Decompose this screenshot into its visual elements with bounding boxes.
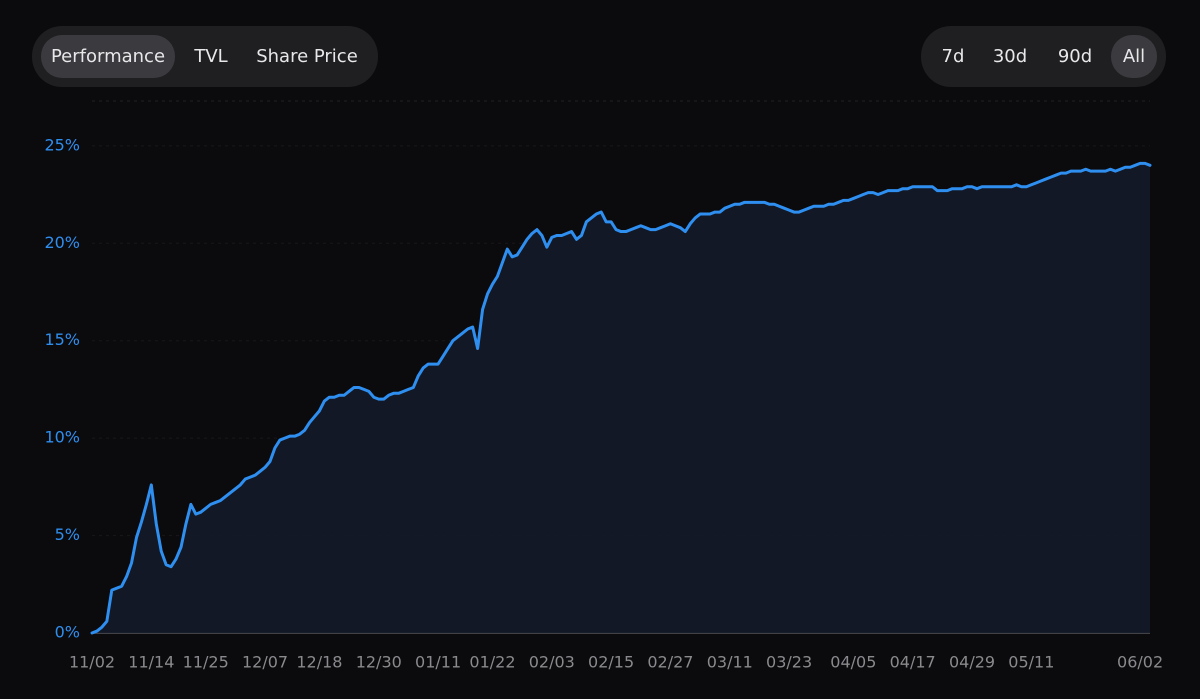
tab[interactable]: 7d (942, 46, 965, 67)
y-tick-label: 10% (44, 428, 80, 447)
x-tick-label: 11/25 (183, 653, 229, 672)
y-tick-label: 25% (44, 135, 80, 154)
x-tick-label: 05/11 (1008, 653, 1054, 672)
x-tick-label: 01/22 (469, 653, 515, 672)
x-tick-label: 11/02 (69, 653, 115, 672)
x-tick-label: 04/29 (949, 653, 995, 672)
tab[interactable]: 90d (1058, 46, 1092, 67)
active-tab-bg (1111, 35, 1157, 78)
x-tick-label: 03/11 (707, 653, 753, 672)
y-tick-label: 20% (44, 233, 80, 252)
tab[interactable]: Share Price (256, 46, 358, 67)
active-tab-bg (41, 35, 175, 78)
y-tick-label: 5% (55, 525, 80, 544)
x-tick-label: 04/05 (830, 653, 876, 672)
x-tick-label: 01/11 (415, 653, 461, 672)
x-tick-label: 03/23 (766, 653, 812, 672)
tab[interactable]: All (1123, 46, 1145, 67)
x-tick-label: 12/07 (242, 653, 288, 672)
x-tick-label: 02/03 (529, 653, 575, 672)
tab[interactable]: Performance (51, 46, 165, 67)
x-tick-label: 12/30 (356, 653, 402, 672)
x-tick-label: 02/27 (647, 653, 693, 672)
tab[interactable]: 30d (993, 46, 1027, 67)
x-tick-label: 11/14 (128, 653, 174, 672)
x-tick-label: 06/02 (1117, 653, 1163, 672)
range-tab-bar (921, 26, 1166, 87)
x-tick-label: 02/15 (588, 653, 634, 672)
x-tick-label: 04/17 (890, 653, 936, 672)
tab[interactable]: TVL (193, 46, 227, 67)
y-tick-label: 0% (55, 623, 80, 642)
area-fill (92, 163, 1150, 634)
line (90, 161, 1152, 635)
x-tick-label: 12/18 (296, 653, 342, 672)
y-tick-label: 15% (44, 330, 80, 349)
